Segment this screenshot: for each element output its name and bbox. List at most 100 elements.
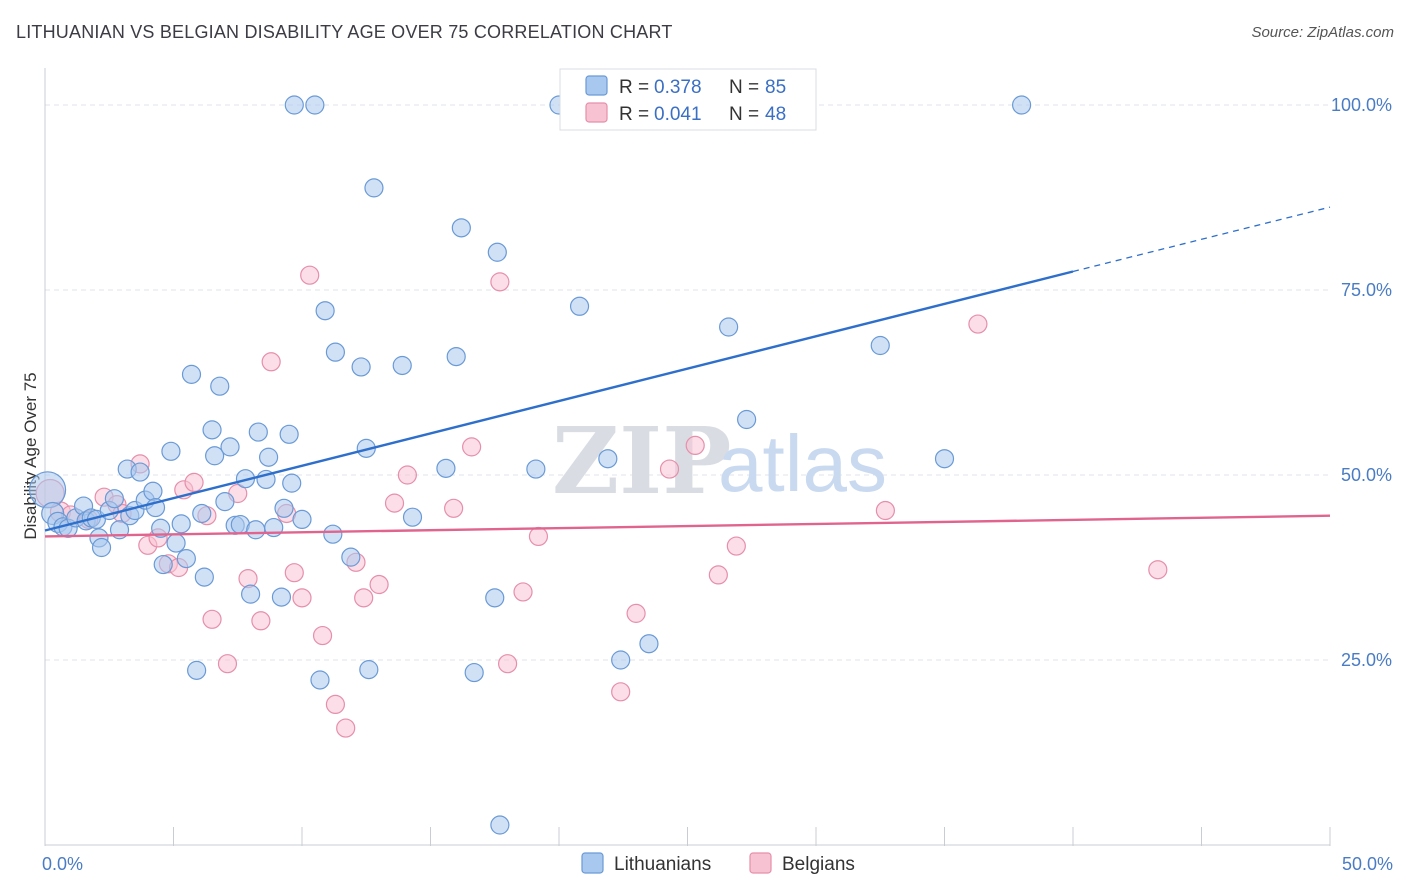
- lithuanian-point: [171, 514, 191, 534]
- tick-labels: 25.0% 50.0% 75.0% 100.0% 0.0% 50.0%: [42, 95, 1393, 874]
- lithuanian-point: [292, 509, 312, 530]
- lithuanian-point: [315, 301, 335, 321]
- lithuanian-point: [153, 554, 173, 575]
- stats-legend: R = 0.378 N = 85 R = 0.041 N = 48: [559, 68, 817, 131]
- lithuanian-point: [187, 660, 207, 680]
- lithuanian-point: [143, 481, 163, 501]
- belgian-point: [444, 498, 464, 518]
- lithuanian-point: [28, 471, 67, 509]
- lithuanians-n-label: N =: [729, 77, 759, 98]
- lithuanian-point: [282, 473, 302, 493]
- belgians-r-label: R =: [619, 104, 649, 125]
- belgian-point: [397, 465, 417, 485]
- lithuanians-n-value: 85: [765, 77, 786, 98]
- belgian-point: [498, 654, 518, 674]
- lithuanian-point: [215, 492, 235, 512]
- belgian-point: [251, 611, 271, 631]
- lithuanians-r-label: R =: [619, 77, 649, 98]
- belgian-point: [626, 603, 646, 623]
- lithuanian-point: [569, 296, 590, 316]
- lithuanian-point: [305, 95, 325, 115]
- series-legend: Lithuanians Belgians: [581, 852, 855, 875]
- belgian-point: [384, 493, 405, 513]
- belgian-point: [354, 588, 374, 608]
- grid-lines: [45, 104, 1330, 661]
- belgian-point: [528, 526, 549, 547]
- lithuanian-point: [487, 242, 507, 262]
- lithuanian-point: [181, 364, 202, 384]
- lithuanian-point: [151, 518, 171, 538]
- lithuanian-point: [1011, 95, 1032, 115]
- lithuanian-point: [598, 449, 618, 469]
- lithuanian-point: [341, 547, 361, 567]
- belgian-point: [685, 435, 705, 455]
- lithuanian-point: [719, 317, 739, 337]
- lithuanian-point: [451, 218, 471, 238]
- lithuanian-point: [639, 634, 659, 654]
- lithuanian-point: [161, 441, 181, 461]
- lithuanian-point: [176, 549, 196, 569]
- lithuanian-point: [325, 342, 346, 362]
- lithuanian-point: [737, 409, 757, 430]
- belgian-point: [611, 682, 631, 702]
- lithuanian-point: [241, 584, 261, 604]
- lithuanian-point: [220, 437, 240, 457]
- trend-lines: [44, 206, 1331, 538]
- axes: [44, 68, 1331, 846]
- belgian-point: [184, 472, 204, 492]
- lithuanian-point: [202, 420, 222, 440]
- lithuanian-point: [392, 355, 412, 376]
- belgians-n-label: N =: [729, 104, 759, 125]
- belgian-point: [1148, 560, 1168, 580]
- belgian-point: [292, 588, 312, 608]
- y-axis-label: Disability Age Over 75: [21, 372, 40, 539]
- lithuanian-point: [192, 503, 212, 524]
- lithuanian-point: [402, 507, 423, 527]
- belgians-legend-swatch: [585, 102, 608, 123]
- lithuanian-point: [274, 498, 294, 518]
- lithuanian-point: [166, 533, 186, 553]
- lithuanian-point: [323, 524, 343, 544]
- x-tick-label-max: 50.0%: [1342, 854, 1393, 874]
- belgian-point: [513, 582, 533, 602]
- lithuanian-point: [210, 376, 230, 396]
- belgian-point: [968, 314, 988, 334]
- belgian-point: [462, 437, 482, 457]
- belgian-point: [369, 574, 389, 595]
- lithuanian-point: [934, 449, 955, 469]
- page-title: LITHUANIAN VS BELGIAN DISABILITY AGE OVE…: [16, 22, 673, 42]
- lithuanian-point: [194, 567, 214, 587]
- belgian-point: [300, 265, 320, 285]
- lithuanian-point: [870, 335, 890, 356]
- lithuanian-point: [351, 357, 371, 377]
- legend-swatch-lithuanians: [581, 852, 604, 874]
- lithuanian-point: [364, 178, 384, 198]
- watermark-atlas: atlas: [718, 419, 887, 508]
- lithuanian-point: [205, 446, 225, 466]
- lithuanian-point: [611, 650, 631, 670]
- lithuanian-point: [104, 489, 124, 509]
- lithuanians-r-value: 0.378: [654, 77, 702, 98]
- lithuanian-point: [284, 95, 304, 115]
- belgian-point: [202, 609, 222, 629]
- lithuanian-point: [279, 424, 299, 444]
- lithuanian-point: [526, 459, 546, 479]
- belgian-point: [490, 272, 510, 292]
- y-tick-label: 25.0%: [1341, 650, 1392, 670]
- legend-swatch-belgians: [749, 852, 772, 874]
- lithuanian-point: [310, 670, 330, 690]
- legend-label-belgians: Belgians: [782, 854, 855, 875]
- lithuanian-point: [91, 537, 112, 558]
- belgian-point: [708, 565, 728, 585]
- belgian-point: [325, 694, 346, 715]
- belgian-point: [312, 625, 333, 646]
- y-tick-label: 100.0%: [1331, 95, 1392, 115]
- belgians-n-value: 48: [765, 104, 786, 125]
- lithuanian-point: [464, 662, 484, 683]
- lithuanian-point: [490, 815, 510, 835]
- lithuanian-point: [248, 422, 268, 442]
- watermark-zip: ZIP: [552, 407, 731, 515]
- lithuanian-point: [258, 447, 279, 467]
- belgian-point: [217, 654, 238, 674]
